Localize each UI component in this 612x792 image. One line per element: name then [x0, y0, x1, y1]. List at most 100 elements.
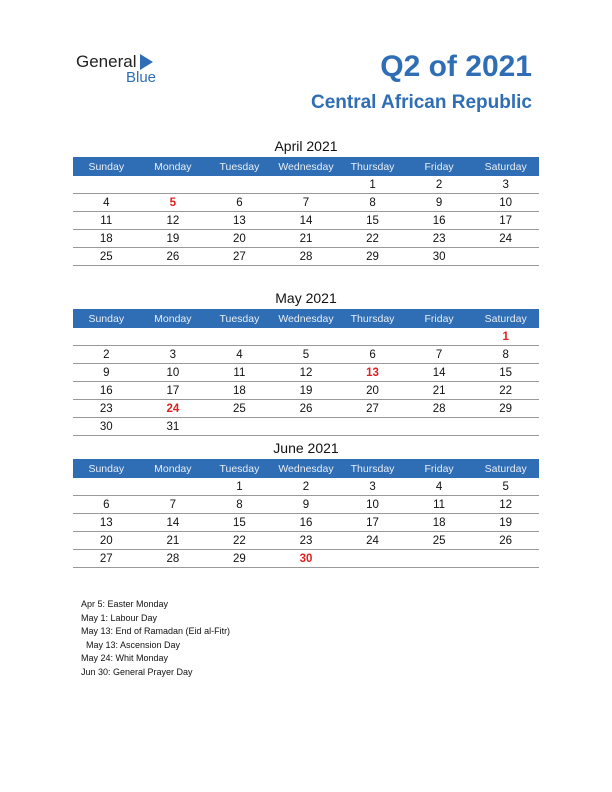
calendar-table: Sunday Monday Tuesday Wednesday Thursday Frid… [73, 309, 539, 436]
week-row: 4 5 6 7 8 9 10 [73, 193, 539, 212]
day-cell: 17 [339, 513, 406, 532]
holiday-note: May 13: End of Ramadan (Eid al-Fitr) [81, 626, 231, 637]
empty-day-cell [73, 478, 140, 496]
day-cell: 26 [472, 531, 539, 550]
day-cell: 24 [472, 229, 539, 248]
day-cell: 15 [472, 363, 539, 382]
day-cell: 16 [272, 513, 340, 532]
week-row: 16 17 18 19 20 21 22 [73, 381, 539, 400]
weekday-header-row: Sunday Monday Tuesday Wednesday Thursday Frid… [73, 309, 539, 328]
day-cell: 2 [405, 176, 473, 194]
holiday-note: Jun 30: General Prayer Day [81, 666, 193, 677]
weekday-header: Sunday [73, 157, 140, 176]
day-cell: 13 [73, 513, 140, 532]
weekday-header: Tuesday [206, 157, 273, 176]
day-cell: 18 [405, 513, 473, 532]
calendar-table: Sunday Monday Tuesday Wednesday Thursday Frid… [73, 157, 539, 266]
day-cell: 29 [472, 399, 539, 418]
day-cell: 9 [405, 193, 473, 212]
month-may: May 2021 Sunday Monday Tuesday Wednesday Thur… [73, 287, 539, 436]
empty-day-cell [73, 328, 140, 346]
empty-day-cell [206, 417, 273, 436]
day-cell: 14 [405, 363, 473, 382]
day-cell: 27 [339, 399, 406, 418]
week-row: 11 12 13 14 15 16 17 [73, 211, 539, 230]
day-cell: 18 [73, 229, 140, 248]
day-cell: 23 [405, 229, 473, 248]
empty-day-cell [472, 417, 539, 436]
empty-day-cell [206, 328, 273, 346]
day-cell: 18 [206, 381, 273, 400]
week-row: 23 24 25 26 27 28 29 [73, 399, 539, 418]
day-cell: 25 [73, 247, 140, 266]
day-cell: 26 [272, 399, 340, 418]
empty-day-cell [272, 328, 340, 346]
day-cell: 27 [206, 247, 273, 266]
day-cell: 20 [339, 381, 406, 400]
day-cell: 19 [472, 513, 539, 532]
day-cell: 1 [472, 328, 539, 346]
day-cell: 10 [139, 363, 207, 382]
weekday-header: Friday [405, 459, 473, 478]
day-cell: 11 [405, 495, 473, 514]
day-cell: 30 [272, 549, 340, 568]
day-cell: 16 [405, 211, 473, 230]
day-cell: 4 [405, 478, 473, 496]
day-cell: 12 [139, 211, 207, 230]
calendar-table: Sunday Monday Tuesday Wednesday Thursday Frid… [73, 459, 539, 568]
weekday-header: Monday [139, 459, 207, 478]
day-cell: 16 [73, 381, 140, 400]
weekday-header: Sunday [73, 309, 140, 328]
page-title: Q2 of 2021 [380, 50, 532, 83]
week-row: 20 21 22 23 24 25 26 [73, 531, 539, 550]
day-cell: 4 [206, 345, 273, 364]
day-cell: 26 [139, 247, 207, 266]
week-row: 6 7 8 9 10 11 12 [73, 495, 539, 514]
day-cell: 11 [73, 211, 140, 230]
day-cell: 10 [472, 193, 539, 212]
day-cell: 31 [139, 417, 207, 436]
day-cell: 14 [272, 211, 340, 230]
week-row: 27 28 29 30 [73, 549, 539, 568]
day-cell: 28 [139, 549, 207, 568]
weekday-header: Thursday [339, 309, 406, 328]
day-cell: 6 [206, 193, 273, 212]
day-cell: 8 [339, 193, 406, 212]
month-june: June 2021 Sunday Monday Tuesday Wednesday Thu… [73, 437, 539, 568]
day-cell: 17 [139, 381, 207, 400]
day-cell: 7 [405, 345, 473, 364]
day-cell: 28 [405, 399, 473, 418]
empty-day-cell [339, 549, 406, 568]
day-cell: 15 [206, 513, 273, 532]
weekday-header: Monday [139, 309, 207, 328]
weekday-header-row: Sunday Monday Tuesday Wednesday Thursday Frid… [73, 157, 539, 176]
empty-day-cell [139, 176, 207, 194]
day-cell: 9 [73, 363, 140, 382]
day-cell: 9 [272, 495, 340, 514]
day-cell: 1 [339, 176, 406, 194]
empty-day-cell [272, 417, 340, 436]
day-cell: 22 [339, 229, 406, 248]
day-cell: 29 [339, 247, 406, 266]
day-cell: 20 [73, 531, 140, 550]
weekday-header: Saturday [472, 309, 539, 328]
weekday-header: Wednesday [272, 459, 340, 478]
day-cell: 27 [73, 549, 140, 568]
day-cell: 7 [139, 495, 207, 514]
empty-day-cell [73, 176, 140, 194]
day-cell: 17 [472, 211, 539, 230]
holiday-note: Apr 5: Easter Monday [81, 599, 169, 609]
day-cell: 6 [339, 345, 406, 364]
empty-day-cell [472, 549, 539, 568]
day-cell: 5 [472, 478, 539, 496]
day-cell: 30 [73, 417, 140, 436]
week-row: 9 10 11 12 13 14 15 [73, 363, 539, 382]
logo-flag-icon [140, 54, 153, 70]
day-cell: 25 [206, 399, 273, 418]
day-cell: 23 [272, 531, 340, 550]
day-cell: 7 [272, 193, 340, 212]
day-cell: 6 [73, 495, 140, 514]
day-cell: 19 [139, 229, 207, 248]
